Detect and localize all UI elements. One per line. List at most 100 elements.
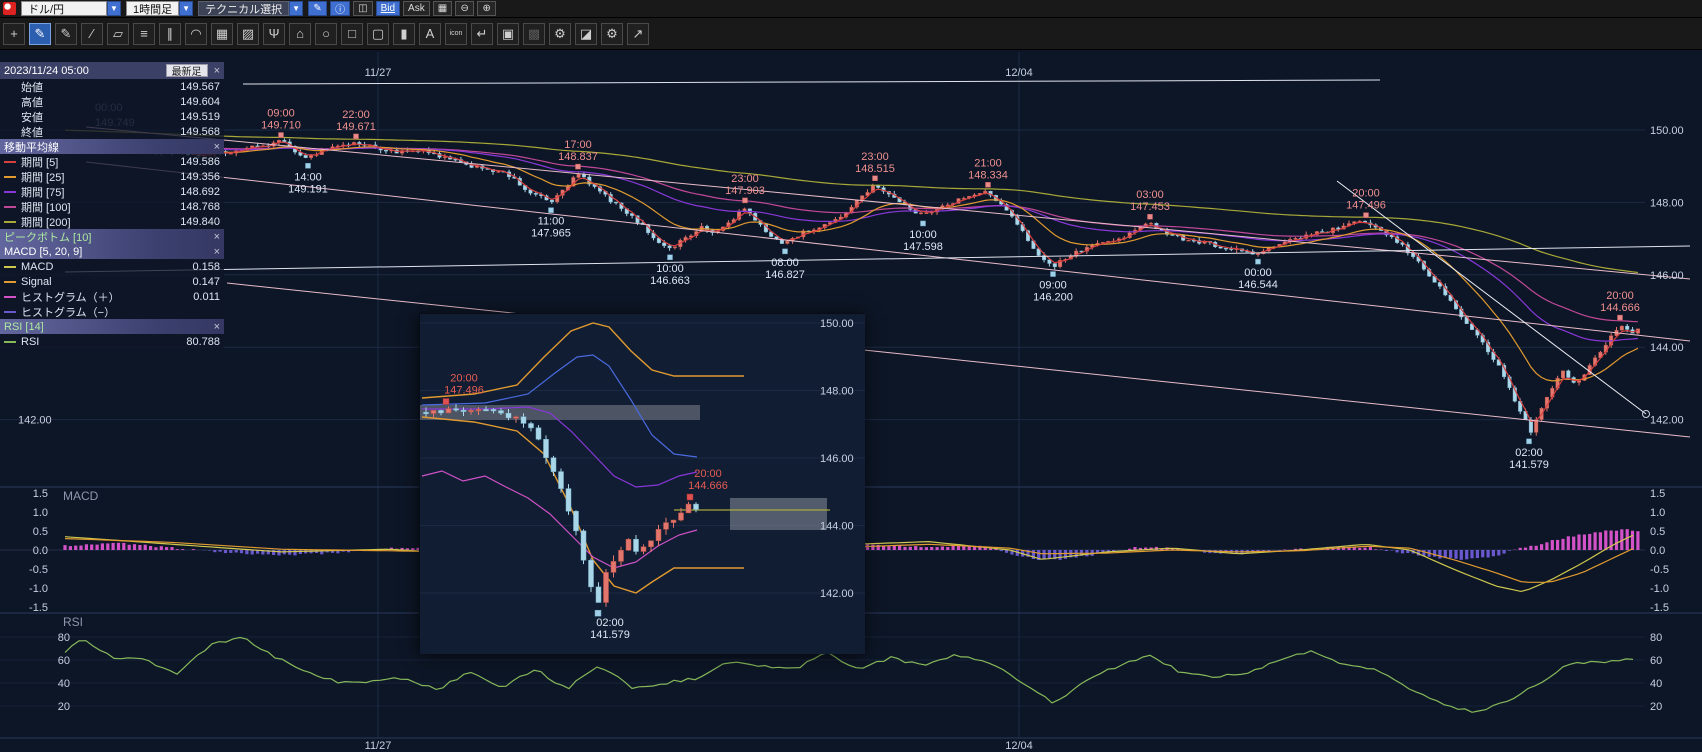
rect-tool-icon[interactable]: □ bbox=[341, 22, 363, 45]
macd-axis-label: -1.0 bbox=[29, 583, 48, 595]
pen-tool-icon[interactable]: ✎ bbox=[55, 22, 77, 45]
indicator-row: 高値 149.604 bbox=[0, 94, 224, 109]
projection-box bbox=[730, 498, 827, 530]
peak-marker bbox=[1147, 213, 1153, 220]
selected-datetime: 2023/11/24 05:00 bbox=[4, 64, 89, 77]
arc-tool-icon[interactable]: ◠ bbox=[185, 22, 207, 45]
close-icon[interactable]: × bbox=[213, 64, 220, 77]
hline-tool-icon[interactable]: ≡ bbox=[133, 22, 155, 45]
zoom-inset-window[interactable]: 20:00 147.496 20:00 144.666 02:00 141.579 150.… bbox=[419, 313, 865, 654]
info-button[interactable]: ⓘ bbox=[330, 1, 351, 16]
row-label: 期間 [200] bbox=[21, 216, 71, 229]
chevron-down-icon[interactable]: ▼ bbox=[179, 1, 194, 16]
draw-pencil-button[interactable]: ✎ bbox=[308, 1, 328, 16]
row-label: RSI bbox=[21, 335, 40, 348]
trend-line[interactable] bbox=[226, 282, 1691, 438]
technical-select[interactable]: テクニカル選択 ▼ bbox=[198, 1, 304, 16]
macd-panel-label: MACD bbox=[63, 489, 99, 503]
peak-annotation-price: 149.710 bbox=[261, 119, 301, 131]
bottom-annotation-time: 09:00 bbox=[1039, 280, 1067, 292]
peak-annotation-time: 21:00 bbox=[974, 157, 1002, 169]
bid-button[interactable]: Bid bbox=[375, 1, 401, 16]
peak-annotation-price: 147.903 bbox=[725, 185, 765, 197]
row-label: 高値 bbox=[21, 96, 43, 109]
app-logo-icon bbox=[3, 2, 16, 15]
peak-marker bbox=[742, 197, 748, 204]
chevron-down-icon[interactable]: ▼ bbox=[289, 1, 304, 16]
eraser-tool-icon[interactable]: ◪ bbox=[575, 22, 597, 45]
close-icon[interactable]: × bbox=[213, 320, 220, 333]
grid-tool-icon[interactable]: ▦ bbox=[211, 22, 233, 45]
multi-chart-button[interactable]: ▦ bbox=[432, 1, 453, 16]
row-value: 149.586 bbox=[180, 155, 220, 168]
polygon-tool-icon[interactable]: ⌂ bbox=[289, 22, 311, 45]
ellipse-tool-icon[interactable]: ○ bbox=[315, 22, 337, 45]
trendline-handle[interactable] bbox=[1642, 410, 1650, 418]
price-axis-label: 142.00 bbox=[1650, 415, 1684, 427]
trend-line[interactable] bbox=[85, 161, 1691, 342]
peak-annotation-price: 147.453 bbox=[1130, 201, 1170, 213]
row-label: 期間 [75] bbox=[21, 186, 65, 199]
ask-button[interactable]: Ask bbox=[403, 1, 430, 16]
crosshair-tool-icon[interactable]: + bbox=[3, 22, 25, 45]
share-tool-icon[interactable]: ↗ bbox=[627, 22, 649, 45]
inset-chart-canvas[interactable]: 20:00147.49620:00144.66602:00141.579150.… bbox=[420, 314, 865, 654]
rsi-axis-label: 80 bbox=[58, 632, 70, 644]
inset-candles bbox=[423, 404, 699, 607]
close-icon[interactable]: × bbox=[213, 245, 220, 258]
timeframe-select[interactable]: 1時間足 ▼ bbox=[126, 1, 194, 16]
series-color-swatch bbox=[4, 131, 16, 133]
macd-axis-label: 1.5 bbox=[1650, 488, 1665, 500]
indicator-row: 終値 149.568 bbox=[0, 124, 224, 139]
trend-line[interactable] bbox=[85, 126, 1691, 280]
indicator-row: ヒストグラム（−） bbox=[0, 304, 224, 319]
icon-stamp-tool-icon[interactable]: icon bbox=[445, 22, 467, 45]
row-value: 0.158 bbox=[192, 260, 220, 273]
channel-tool-icon[interactable]: ∥ bbox=[159, 22, 181, 45]
candle-type-button[interactable]: ◫ bbox=[353, 1, 373, 16]
row-label: 始値 bbox=[21, 81, 43, 94]
peak-annotation-time: 20:00 bbox=[1606, 290, 1634, 302]
peak-marker bbox=[278, 132, 284, 138]
bottom-annotation-time: 02:00 bbox=[1515, 447, 1543, 459]
indicator-band-line bbox=[422, 406, 698, 488]
settings-tool-icon[interactable]: ⚙ bbox=[601, 22, 623, 45]
indicator-section-header: 移動平均線 × bbox=[0, 139, 224, 154]
trend-line[interactable] bbox=[1336, 180, 1647, 415]
trend-line[interactable] bbox=[64, 245, 1691, 273]
peak-marker bbox=[442, 398, 450, 405]
indicator-row: 期間 [200] 149.840 bbox=[0, 214, 224, 229]
eraser-shape-tool-icon[interactable]: ▱ bbox=[107, 22, 129, 45]
latest-bar-button[interactable]: 最新足 bbox=[165, 64, 208, 78]
rsi-axis-label: 80 bbox=[1650, 632, 1662, 644]
trendline-tool-icon[interactable]: ∕ bbox=[81, 22, 103, 45]
rsi-axis-label: 20 bbox=[1650, 701, 1662, 713]
zoom-in-button[interactable]: ⊕ bbox=[477, 1, 497, 16]
bottom-marker bbox=[782, 248, 788, 255]
chevron-down-icon[interactable]: ▼ bbox=[107, 1, 121, 16]
wrench-tool-icon[interactable]: ⚙ bbox=[549, 22, 571, 45]
locked-tool-icon[interactable]: ▩ bbox=[523, 22, 545, 45]
pencil-tool-icon[interactable]: ✎ bbox=[29, 22, 51, 45]
roundrect-tool-icon[interactable]: ▢ bbox=[367, 22, 389, 45]
hatch-tool-icon[interactable]: ▨ bbox=[237, 22, 259, 45]
peak-annotation-price: 148.837 bbox=[558, 151, 598, 163]
trend-line[interactable] bbox=[242, 79, 1381, 85]
macd-axis-label: -1.0 bbox=[1650, 583, 1669, 595]
image-tool-icon[interactable]: ▣ bbox=[497, 22, 519, 45]
callout-tool-icon[interactable]: ↵ bbox=[471, 22, 493, 45]
text-tool-icon[interactable]: A bbox=[419, 22, 441, 45]
zoom-out-button[interactable]: ⊖ bbox=[455, 1, 475, 16]
close-icon[interactable]: × bbox=[213, 230, 220, 243]
row-value: 149.604 bbox=[180, 95, 220, 108]
macd-axis-label: 0.5 bbox=[33, 526, 48, 538]
date-axis-label: 11/27 bbox=[365, 67, 392, 79]
indicator-row: 安値 149.519 bbox=[0, 109, 224, 124]
vbar-tool-icon[interactable]: ▮ bbox=[393, 22, 415, 45]
close-icon[interactable]: × bbox=[213, 140, 220, 153]
peak-annotation-price: 148.334 bbox=[968, 169, 1008, 181]
currency-pair-select[interactable]: ドル/円 ▼ bbox=[21, 1, 121, 16]
peak-marker bbox=[1617, 314, 1623, 321]
gridlines bbox=[0, 52, 1645, 738]
pitchfork-tool-icon[interactable]: Ψ bbox=[263, 22, 285, 45]
